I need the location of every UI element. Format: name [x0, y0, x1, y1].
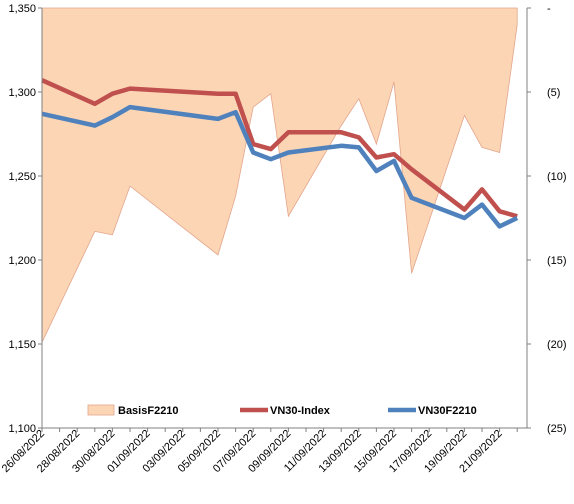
- right-tick-label: -: [547, 3, 551, 15]
- right-tick-label: (20): [547, 339, 567, 351]
- left-tick-label: 1,100: [8, 423, 36, 435]
- left-tick-label: 1,150: [8, 339, 36, 351]
- right-tick-label: (15): [547, 255, 567, 267]
- legend-label-basis: BasisF2210: [118, 405, 179, 417]
- legend-label-vn30-index: VN30-Index: [270, 405, 331, 417]
- left-tick-label: 1,200: [8, 255, 36, 267]
- legend-label-vn30f2210: VN30F2210: [418, 405, 477, 417]
- left-tick-label: 1,300: [8, 87, 36, 99]
- basis-area: [41, 7, 518, 343]
- right-tick-label: (25): [547, 423, 567, 435]
- right-tick-label: (10): [547, 171, 567, 183]
- left-tick-label: 1,350: [8, 3, 36, 15]
- legend-swatch-basis: [87, 404, 115, 416]
- vn30-index-line: [41, 78, 518, 219]
- left-tick-label: 1,250: [8, 171, 36, 183]
- right-tick-label: (5): [547, 87, 560, 99]
- vn30f2210-line: [41, 104, 519, 229]
